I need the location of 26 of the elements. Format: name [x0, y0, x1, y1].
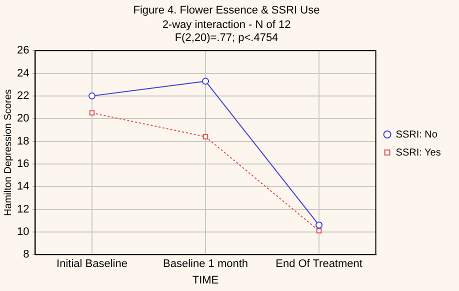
point	[88, 92, 96, 100]
x-tick-label: End Of Treatment	[276, 258, 362, 270]
chart-title: Figure 4. Flower Essence & SSRI Use	[133, 4, 320, 17]
legend-label: SSRI: Yes	[396, 147, 441, 158]
text: F(2,20)=.77; p<.4754	[174, 32, 278, 44]
y-tick-label: 24	[16, 67, 30, 80]
x-axis-title: TIME	[192, 274, 219, 286]
y-tick-label: 10	[16, 226, 30, 238]
y-tick-label: 20	[16, 112, 30, 125]
y-tick-label: 26	[16, 44, 30, 57]
y-tick-label: 12	[16, 203, 30, 216]
point	[316, 222, 323, 229]
point	[202, 78, 210, 85]
x-tick-label: Initial Baseline	[56, 258, 128, 270]
point	[89, 110, 95, 116]
chart-subtitle: 2-way interaction - N of 12	[162, 18, 291, 31]
y-tick-label: 18	[16, 135, 30, 148]
x-tick-label: Baseline 1 month	[163, 258, 248, 270]
y-axis-title: Hamilton Depression Scores	[2, 89, 14, 216]
legend-label: SSRI: No	[396, 129, 438, 140]
point	[316, 228, 322, 234]
point	[202, 134, 208, 140]
y-tick-label: 8	[23, 248, 30, 261]
y-tick-label: 22	[16, 90, 30, 102]
y-tick-label: 16	[16, 158, 30, 170]
y-tick-label: 14	[16, 180, 30, 193]
